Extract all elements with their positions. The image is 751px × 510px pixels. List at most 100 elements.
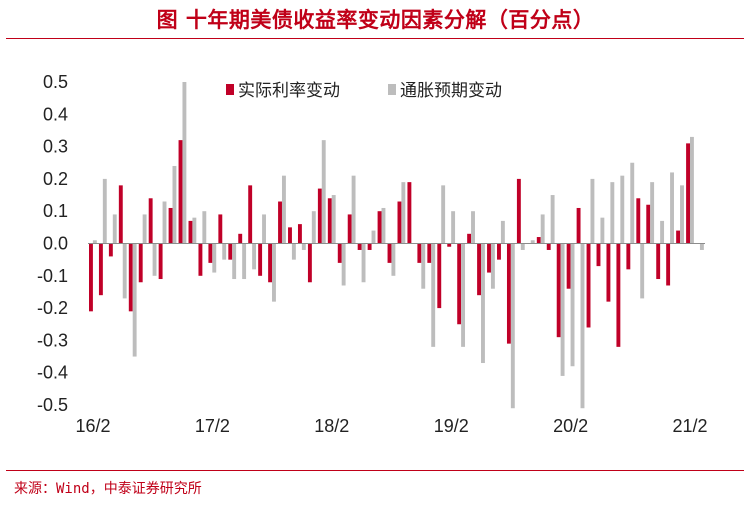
bar-real-rate <box>666 243 671 286</box>
bar-inflation-expectation <box>471 211 475 244</box>
bar-series-group <box>89 82 704 409</box>
y-tick-label: 0.1 <box>43 201 68 221</box>
y-tick-label: -0.1 <box>37 266 68 286</box>
bar-real-rate <box>248 185 253 244</box>
y-tick-label: -0.5 <box>37 395 68 415</box>
y-tick-label: 0.0 <box>43 234 68 254</box>
bar-inflation-expectation <box>172 165 177 244</box>
bar-inflation-expectation <box>540 214 545 244</box>
bar-inflation-expectation <box>500 220 505 244</box>
bar-inflation-expectation <box>311 211 316 244</box>
bar-real-rate <box>467 233 472 244</box>
bar-real-rate <box>357 243 362 250</box>
bar-inflation-expectation <box>520 243 525 250</box>
bar-real-rate <box>536 237 541 244</box>
x-tick-label: 21/2 <box>673 416 708 436</box>
bar-real-rate <box>178 140 183 244</box>
bar-real-rate <box>427 243 432 263</box>
bar-real-rate <box>407 182 412 244</box>
y-tick-label: -0.3 <box>37 330 68 350</box>
bar-real-rate <box>397 201 402 244</box>
bar-inflation-expectation <box>242 243 247 280</box>
bar-inflation-expectation <box>620 175 625 244</box>
bar-inflation-expectation <box>690 136 694 244</box>
x-tick-label: 19/2 <box>434 416 469 436</box>
bar-real-rate <box>516 178 521 244</box>
bar-real-rate <box>596 243 601 267</box>
bar-inflation-expectation <box>421 243 426 289</box>
bar-real-rate <box>676 230 681 244</box>
bar-inflation-expectation <box>192 217 197 244</box>
bar-inflation-expectation <box>550 195 555 244</box>
source-note: 来源：Wind，中泰证券研究所 <box>14 481 202 497</box>
bar-real-rate <box>337 243 342 263</box>
bar-real-rate <box>636 198 641 244</box>
bar-inflation-expectation <box>490 243 495 289</box>
bar-inflation-expectation <box>132 243 137 357</box>
bar-inflation-expectation <box>202 211 207 244</box>
bar-real-rate <box>606 243 611 302</box>
bar-inflation-expectation <box>640 243 645 299</box>
bar-real-rate <box>566 243 571 289</box>
bar-inflation-expectation <box>590 178 595 244</box>
bar-real-rate <box>586 243 591 328</box>
bar-inflation-expectation <box>102 178 107 244</box>
bar-real-rate <box>98 243 103 296</box>
bar-real-rate <box>556 243 561 338</box>
bar-real-rate <box>89 243 93 312</box>
x-tick-label: 17/2 <box>195 416 230 436</box>
bar-real-rate <box>138 243 143 283</box>
bar-real-rate <box>238 233 243 244</box>
bar-real-rate <box>228 243 233 260</box>
x-tick-label: 16/2 <box>75 416 110 436</box>
bar-real-rate <box>417 243 422 263</box>
bar-inflation-expectation <box>461 243 466 347</box>
footer-divider <box>6 470 744 471</box>
bar-real-rate <box>437 243 442 309</box>
bar-inflation-expectation <box>142 214 147 244</box>
bar-real-rate <box>108 243 113 257</box>
bar-inflation-expectation <box>441 185 446 244</box>
bar-chart: 0.5 0.4 0.3 0.2 0.1 0.0 -0.1 -0.2 -0.3 -0.4 -0.5 1… <box>37 72 708 436</box>
legend-swatch-inflation-expectation <box>388 84 396 95</box>
bar-inflation-expectation <box>680 185 684 244</box>
bar-real-rate <box>268 243 273 283</box>
bar-inflation-expectation <box>401 182 406 244</box>
bar-inflation-expectation <box>232 243 237 280</box>
bar-real-rate <box>168 207 173 244</box>
bar-real-rate <box>278 201 282 244</box>
chart-title: 图 十年期美债收益率变动因素分解（百分点） <box>156 8 595 32</box>
bar-inflation-expectation <box>431 243 436 347</box>
bar-real-rate <box>148 198 153 244</box>
bar-inflation-expectation <box>291 243 296 260</box>
bar-inflation-expectation <box>331 195 336 244</box>
bar-real-rate <box>128 243 133 312</box>
x-axis: 16/2 17/2 18/2 19/2 20/2 21/2 <box>75 416 707 436</box>
bar-real-rate <box>377 211 382 244</box>
bar-inflation-expectation <box>560 243 565 376</box>
y-tick-label: 0.5 <box>43 72 68 92</box>
bar-inflation-expectation <box>152 243 157 276</box>
bar-inflation-expectation <box>351 175 356 244</box>
bar-real-rate <box>367 243 372 250</box>
bar-inflation-expectation <box>381 207 386 244</box>
series-real-rate <box>89 140 690 347</box>
bar-real-rate <box>208 243 213 263</box>
bar-inflation-expectation <box>451 211 456 244</box>
bar-inflation-expectation <box>262 214 266 244</box>
bar-inflation-expectation <box>610 182 615 244</box>
bar-real-rate <box>317 188 322 244</box>
bar-real-rate <box>118 185 123 244</box>
bar-real-rate <box>487 243 491 273</box>
title-divider <box>6 38 744 39</box>
bar-real-rate <box>218 214 223 244</box>
y-axis: 0.5 0.4 0.3 0.2 0.1 0.0 -0.1 -0.2 -0.3 -0.4 -0.5 <box>37 72 68 415</box>
bar-real-rate <box>347 214 352 244</box>
y-tick-label: -0.2 <box>37 298 68 318</box>
bar-inflation-expectation <box>630 162 635 244</box>
bar-real-rate <box>158 243 163 280</box>
bar-real-rate <box>387 243 392 263</box>
bar-inflation-expectation <box>212 243 217 273</box>
bar-real-rate <box>616 243 621 347</box>
bar-inflation-expectation <box>112 214 117 244</box>
